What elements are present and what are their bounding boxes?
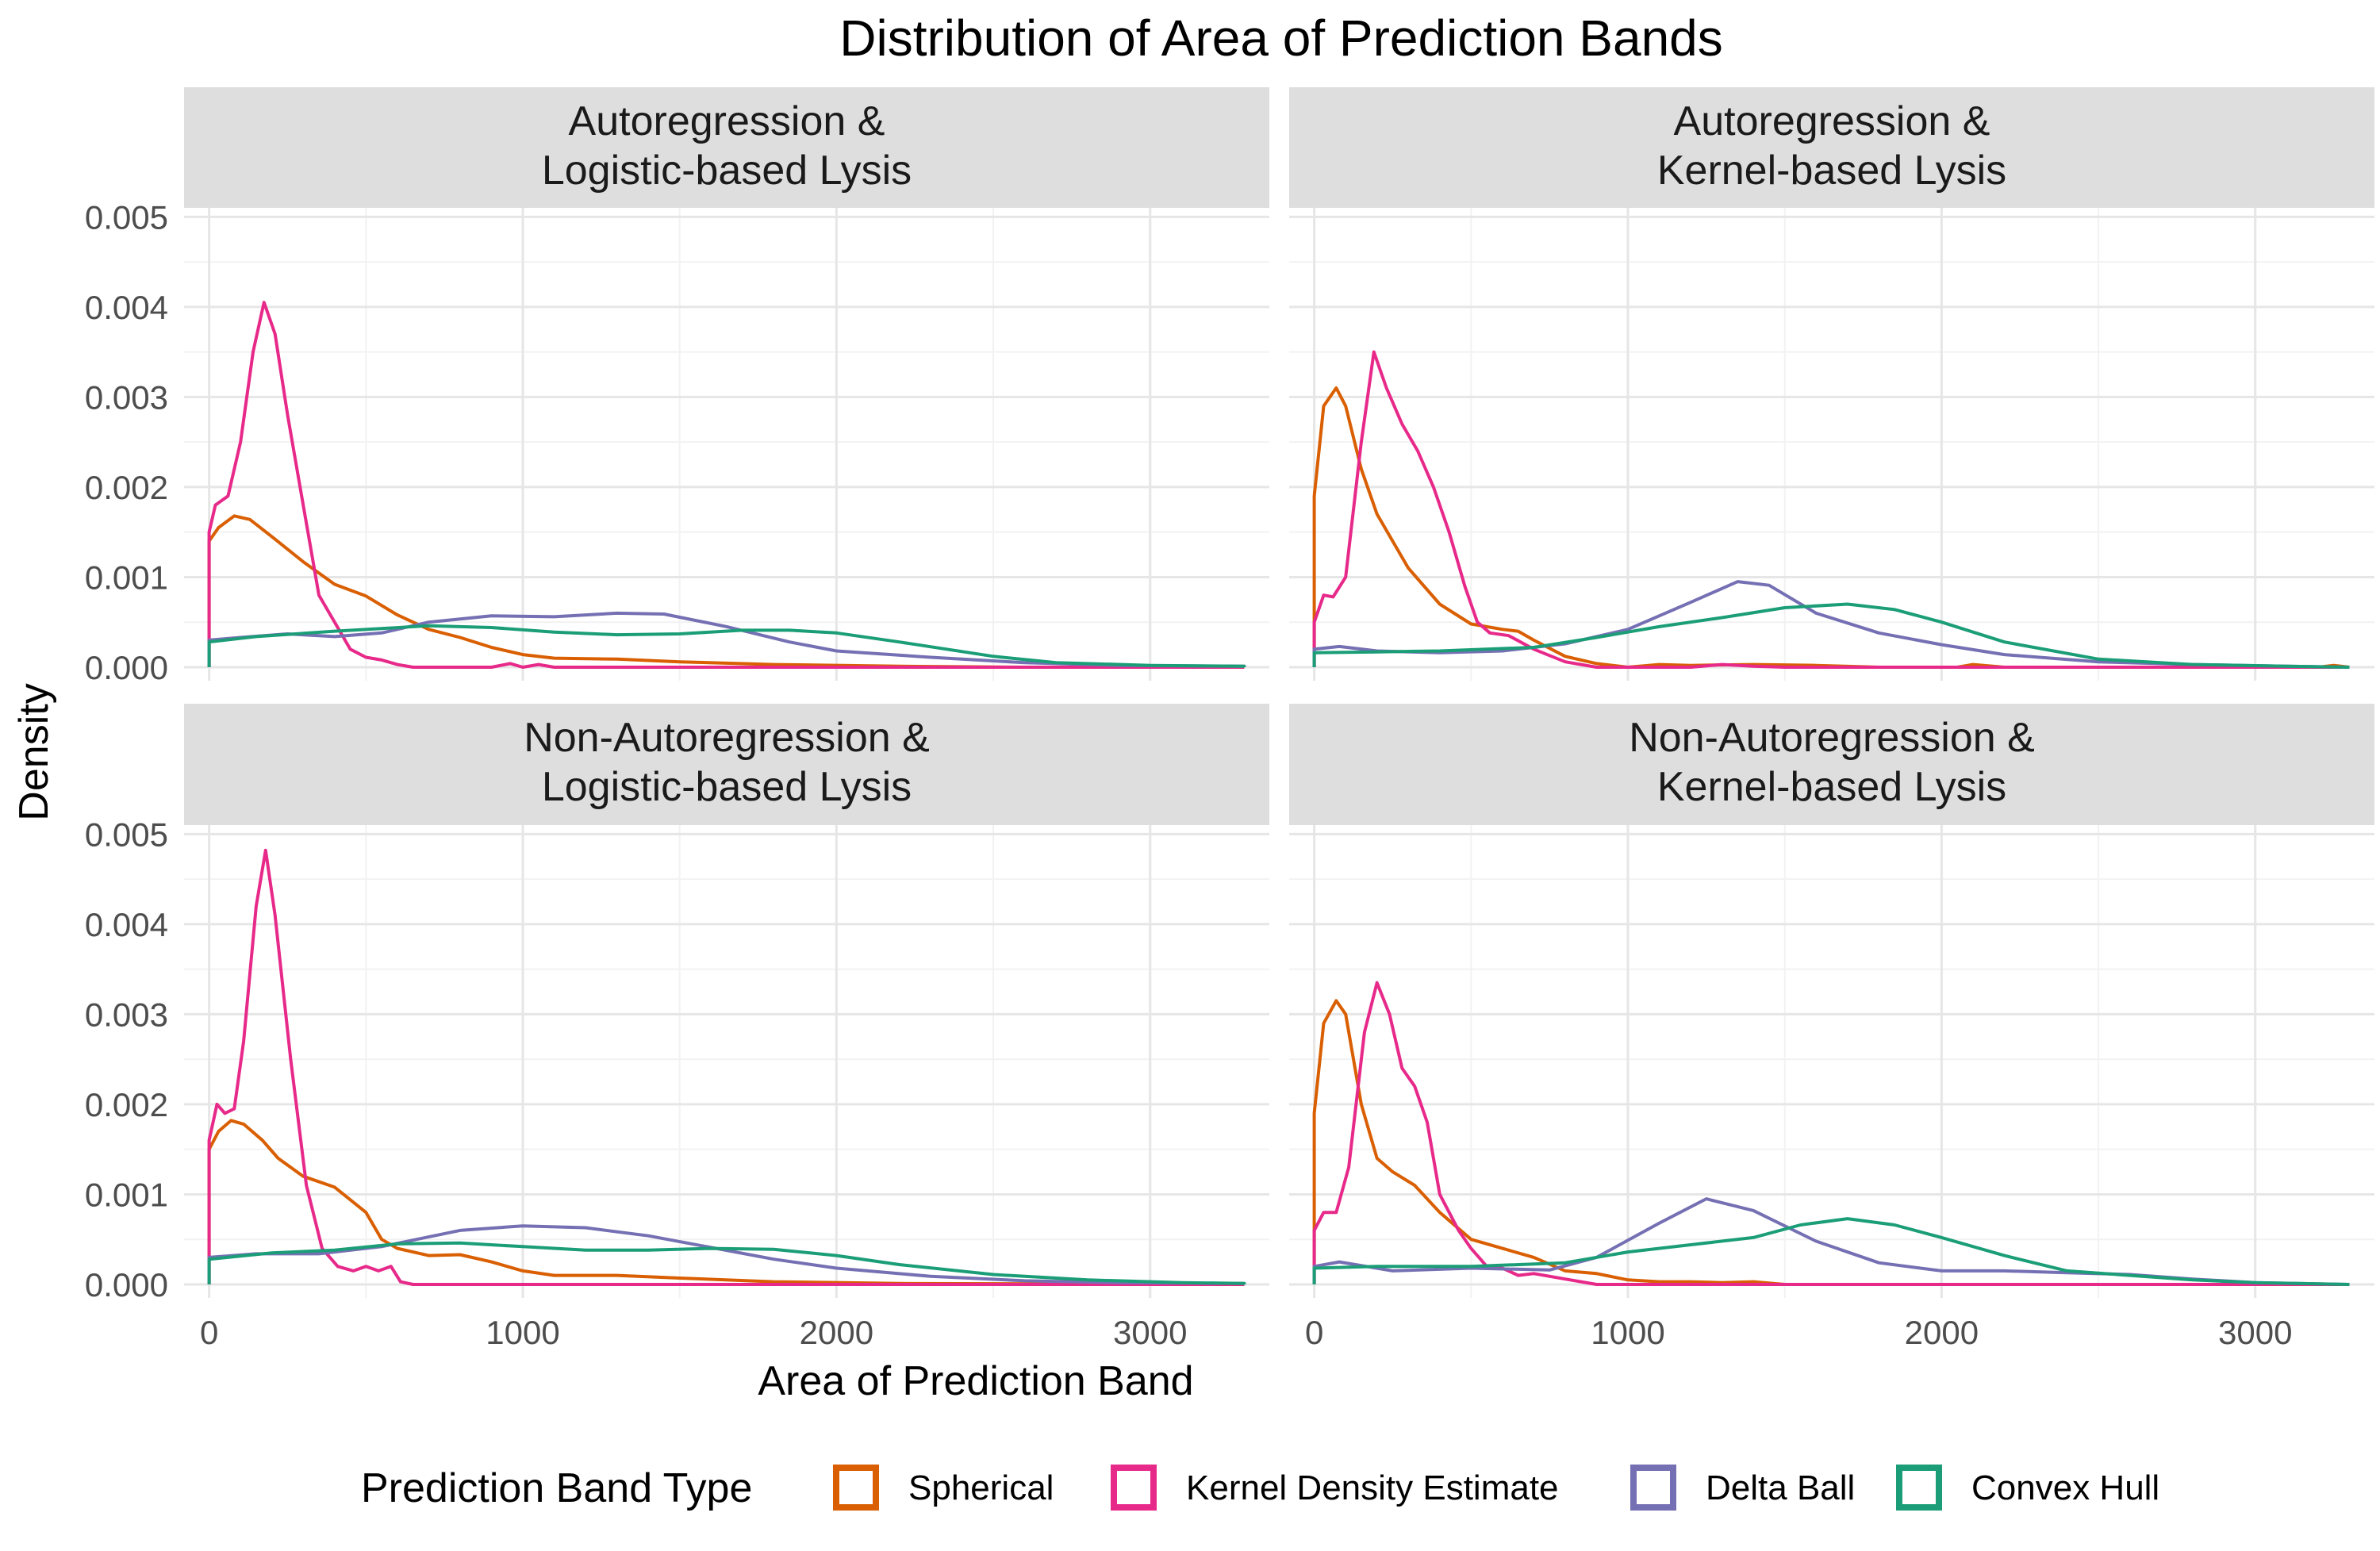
y-axis-title: Density (11, 683, 57, 820)
panel-strip-label-3-1: Non-Autoregression & (524, 715, 930, 761)
legend-label-kernel-density-estimate: Kernel Density Estimate (1186, 1468, 1559, 1507)
legend-label-spherical: Spherical (908, 1468, 1054, 1507)
x-tick-label: 1000 (486, 1314, 559, 1351)
series-line-4-convex-hull (1312, 1217, 2350, 1286)
panel-strip-label-2-2: Kernel-based Lysis (1657, 148, 2006, 194)
panel-strip-label-1-1: Autoregression & (569, 98, 885, 144)
panel-strip-label-1-2: Logistic-based Lysis (542, 148, 912, 194)
x-tick-label: 1000 (1591, 1314, 1664, 1351)
x-tick-label: 0 (200, 1314, 218, 1351)
series-line-1-delta-ball (207, 611, 1246, 668)
panel-strip-label-4-2: Kernel-based Lysis (1657, 764, 2006, 810)
legend-key-kernel-density-estimate (1111, 1465, 1157, 1511)
panel-strip-label-4-1: Non-Autoregression & (1629, 715, 2035, 761)
series-line-3-kernel-density-estimate (207, 848, 1245, 1286)
series-line-1-spherical (207, 514, 1245, 669)
series-line-1-kernel-density-estimate (207, 301, 1245, 669)
x-tick-label: 0 (1305, 1314, 1323, 1351)
series-line-2-convex-hull (1312, 602, 2350, 669)
y-tick-label: 0.003 (85, 996, 168, 1033)
y-tick-label: 0.000 (85, 1266, 168, 1303)
chart-title: Distribution of Area of Prediction Bands (839, 10, 1723, 67)
y-tick-label: 0.004 (85, 906, 168, 943)
x-tick-label: 2000 (800, 1314, 873, 1351)
y-tick-label: 0.005 (85, 198, 168, 236)
y-tick-label: 0.005 (85, 816, 168, 853)
series-line-4-kernel-density-estimate (1312, 981, 2350, 1286)
series-line-3-spherical (207, 1119, 1245, 1286)
y-tick-label: 0.003 (85, 378, 168, 416)
y-tick-label: 0.002 (85, 1086, 168, 1123)
x-tick-label: 3000 (1113, 1314, 1187, 1351)
x-tick-label: 3000 (2218, 1314, 2292, 1351)
series-line-2-spherical (1312, 386, 2350, 669)
panel-strip-3 (184, 704, 1269, 825)
series-line-2-kernel-density-estimate (1312, 350, 2350, 669)
series-line-4-spherical (1312, 999, 2350, 1286)
panel-strip-2 (1289, 87, 2374, 208)
panel-strip-4 (1289, 704, 2374, 825)
y-tick-label: 0.001 (85, 1176, 168, 1213)
legend-key-convex-hull (1896, 1465, 1942, 1511)
y-tick-label: 0.000 (85, 649, 168, 686)
legend-label-delta-ball: Delta Ball (1706, 1468, 1855, 1507)
series-line-1-convex-hull (207, 624, 1246, 668)
legend-title: Prediction Band Type (361, 1465, 752, 1511)
panel-strip-label-3-2: Logistic-based Lysis (542, 764, 912, 810)
y-tick-label: 0.001 (85, 559, 168, 596)
series-line-3-convex-hull (207, 1241, 1246, 1285)
legend-key-delta-ball (1630, 1465, 1676, 1511)
series-line-4-delta-ball (1312, 1197, 2350, 1286)
panel-strip-1 (184, 87, 1269, 208)
legend-label-convex-hull: Convex Hull (1971, 1468, 2159, 1507)
x-axis-title: Area of Prediction Band (758, 1358, 1193, 1404)
series-line-3-delta-ball (207, 1224, 1246, 1285)
legend-key-spherical (833, 1465, 879, 1511)
y-tick-label: 0.002 (85, 469, 168, 506)
x-tick-label: 2000 (1905, 1314, 1979, 1351)
panel-strip-label-2-1: Autoregression & (1674, 98, 1990, 144)
y-tick-label: 0.004 (85, 289, 168, 326)
